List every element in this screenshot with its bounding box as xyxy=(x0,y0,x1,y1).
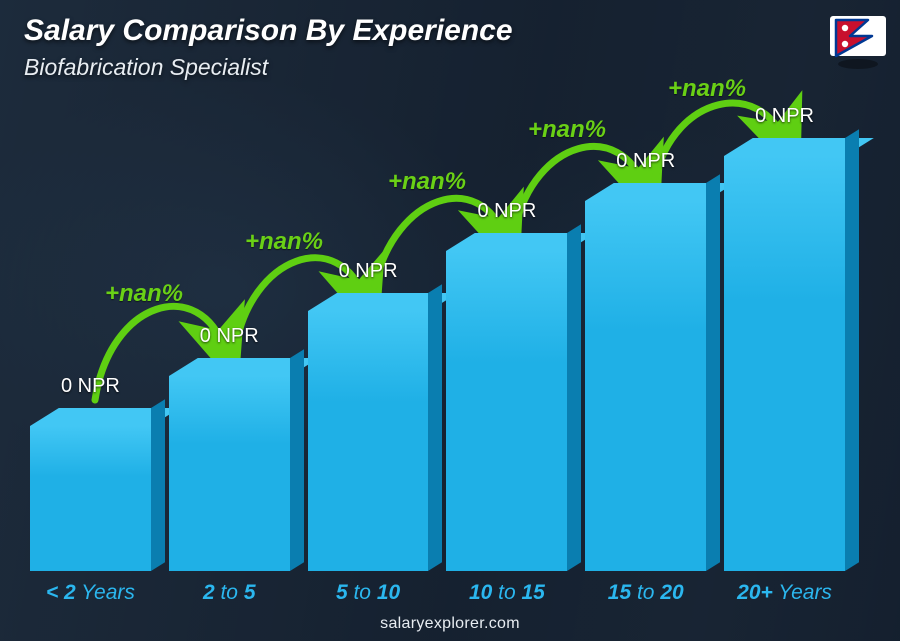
category-label: 20+ Years xyxy=(724,581,845,605)
bar-column: 0 NPR xyxy=(585,150,706,571)
bar-value-label: 0 NPR xyxy=(616,150,675,173)
category-label: < 2 Years xyxy=(30,581,151,605)
bar-chart: 0 NPR 0 NPR 0 NPR 0 NPR 0 NPR 0 NPR xyxy=(30,100,845,571)
bar xyxy=(308,293,429,571)
chart-stage: Salary Comparison By Experience Biofabri… xyxy=(0,0,900,641)
category-label: 5 to 10 xyxy=(308,581,429,605)
bar-column: 0 NPR xyxy=(169,325,290,571)
footer-credit: salaryexplorer.com xyxy=(0,615,900,633)
bar xyxy=(446,233,567,571)
bar-value-label: 0 NPR xyxy=(755,105,814,128)
bar xyxy=(724,138,845,571)
category-label: 10 to 15 xyxy=(446,581,567,605)
chart-title: Salary Comparison By Experience xyxy=(24,14,513,48)
pct-increase-label: +nan% xyxy=(668,75,746,103)
bar xyxy=(30,408,151,571)
category-label: 2 to 5 xyxy=(169,581,290,605)
bar-column: 0 NPR xyxy=(724,105,845,571)
chart-subtitle: Biofabrication Specialist xyxy=(24,54,268,81)
bar-value-label: 0 NPR xyxy=(200,325,259,348)
bar-column: 0 NPR xyxy=(308,260,429,571)
category-axis: < 2 Years 2 to 5 5 to 10 10 to 15 15 to 20 20… xyxy=(30,581,845,605)
bar xyxy=(169,358,290,571)
bar-column: 0 NPR xyxy=(30,375,151,571)
bar xyxy=(585,183,706,571)
bar-value-label: 0 NPR xyxy=(61,375,120,398)
bar-value-label: 0 NPR xyxy=(477,200,536,223)
bar-value-label: 0 NPR xyxy=(339,260,398,283)
flag-icon xyxy=(830,14,886,79)
category-label: 15 to 20 xyxy=(585,581,706,605)
bar-column: 0 NPR xyxy=(446,200,567,571)
